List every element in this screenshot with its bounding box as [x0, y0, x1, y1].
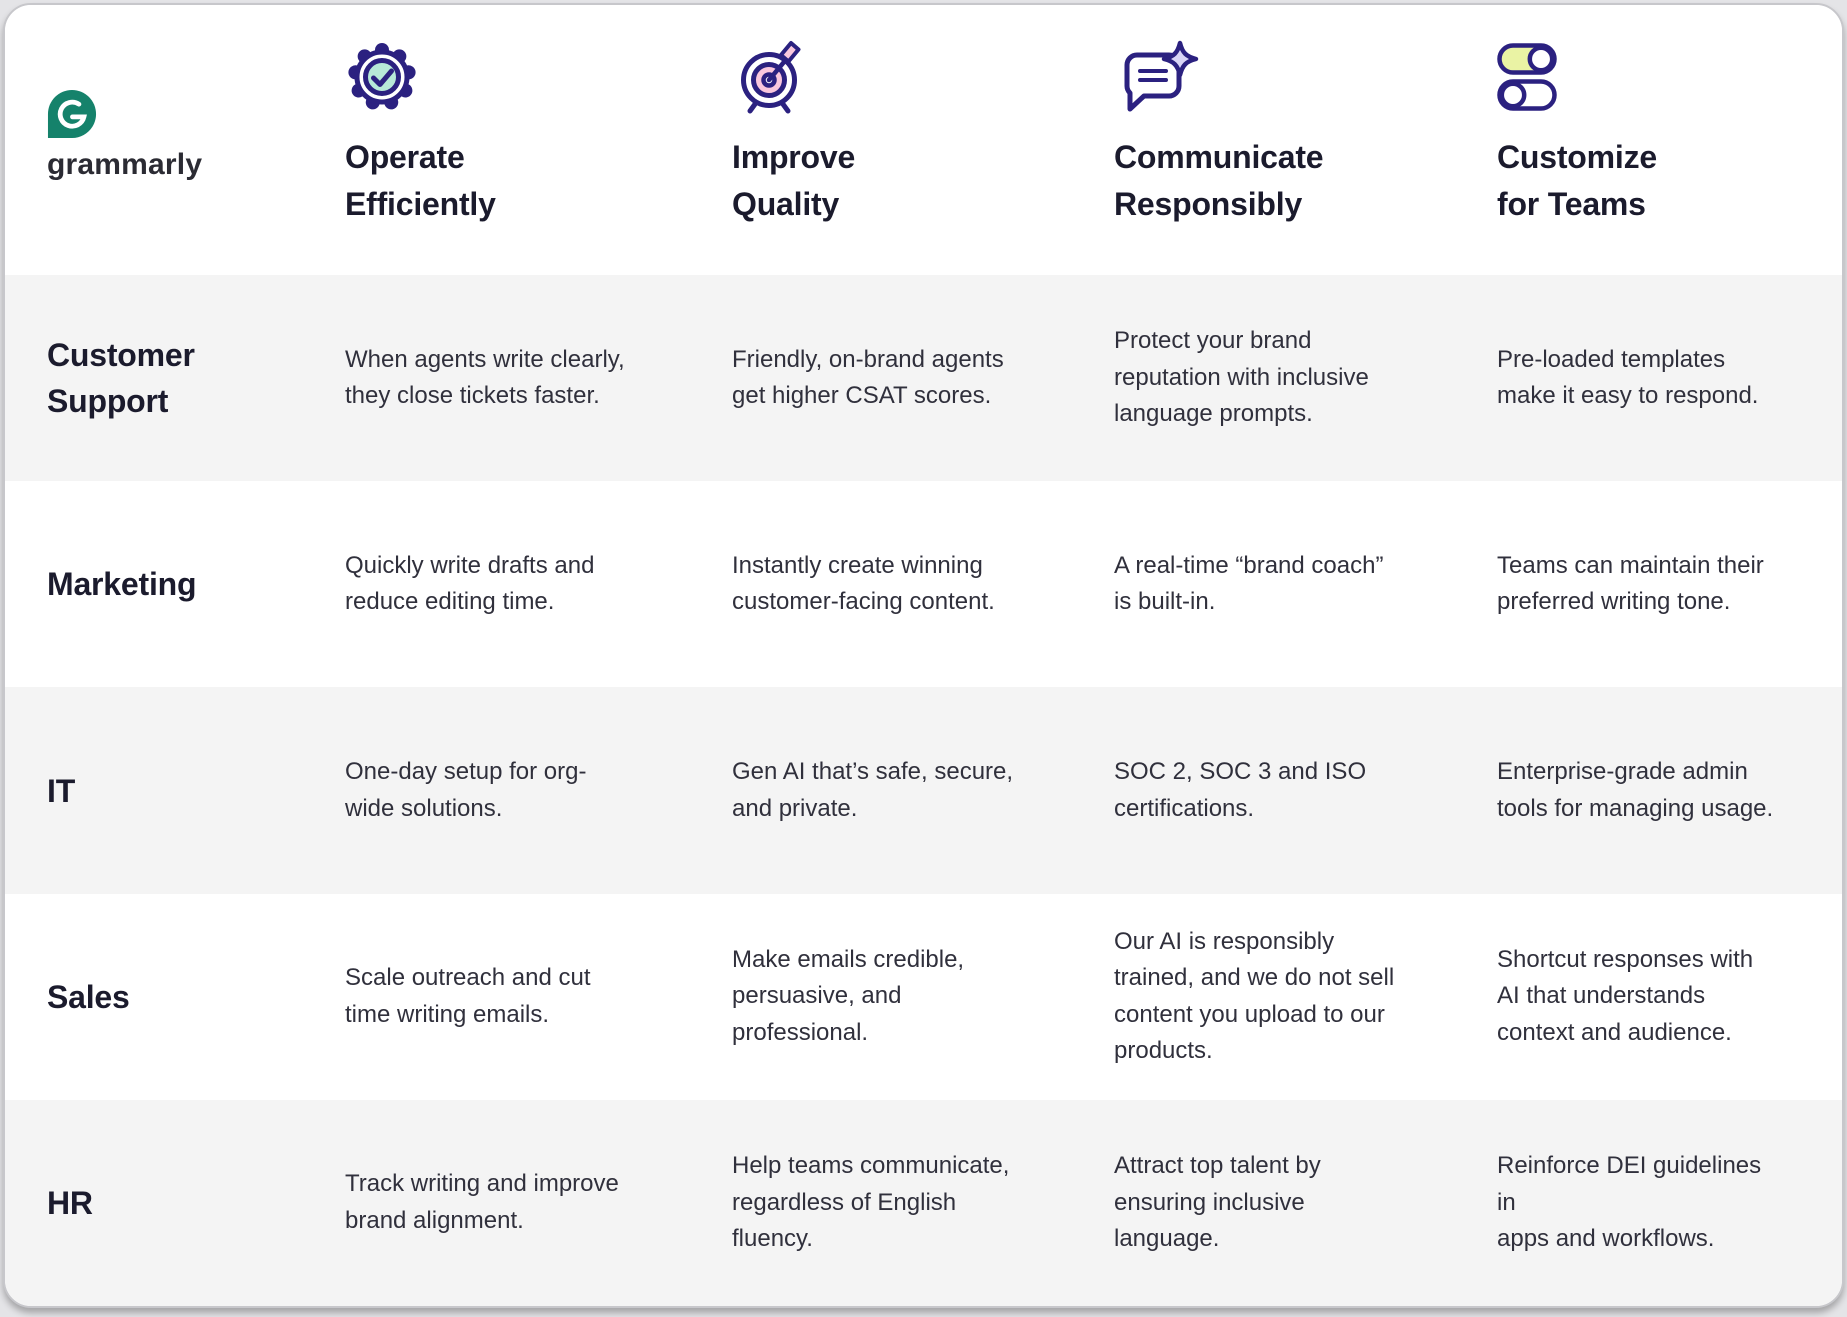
row-label: HR	[47, 1184, 93, 1221]
table-cell: Help teams communicate, regardless of En…	[732, 1152, 1010, 1253]
row-label: Customer Support	[47, 337, 195, 420]
table-cell: Protect your brand reputation with inclu…	[1114, 327, 1369, 428]
table-cell: One-day setup for org- wide solutions.	[345, 758, 587, 822]
row-label: Marketing	[47, 566, 197, 603]
table-cell: Quickly write drafts and reduce editing …	[345, 551, 595, 616]
column-header-improve-quality: Improve Quality	[732, 5, 1114, 275]
column-title: Customize for Teams	[1497, 139, 1657, 222]
comparison-table: grammarly	[3, 3, 1844, 1308]
chat-sparkle-icon	[1124, 40, 1199, 112]
table-cell: Scale outreach and cut time writing emai…	[345, 964, 591, 1028]
table-cell: Friendly, on-brand agents get higher CSA…	[732, 345, 1004, 410]
target-dart-icon	[741, 41, 801, 114]
table-row-hr: HR Track writing and improve brand align…	[5, 1099, 1842, 1306]
table-cell: SOC 2, SOC 3 and ISO certifications.	[1114, 758, 1367, 822]
column-header-customize-for-teams: Customize for Teams	[1497, 5, 1812, 275]
column-header-operate-efficiently: Operate Efficiently	[345, 5, 732, 275]
table-cell: Make emails credible, persuasive, and pr…	[732, 945, 965, 1046]
column-title: Communicate Responsibly	[1114, 139, 1324, 222]
table-cell: Track writing and improve brand alignmen…	[345, 1170, 619, 1234]
grammarly-g-icon	[47, 89, 97, 139]
table-cell: Shortcut responses with AI that understa…	[1497, 945, 1754, 1046]
table-cell: Instantly create winning customer-facing…	[732, 551, 995, 616]
table-row-marketing: Marketing Quickly write drafts and reduc…	[5, 481, 1842, 687]
table-cell: Pre-loaded templates make it easy to res…	[1497, 345, 1759, 410]
table-row-customer-support: Customer Support When agents write clear…	[5, 275, 1842, 482]
table-cell: When agents write clearly, they close ti…	[345, 345, 625, 410]
toggle-switches-icon	[1497, 43, 1557, 111]
table-cell: Teams can maintain their preferred writi…	[1497, 551, 1764, 616]
table-cell: A real-time “brand coach” is built-in.	[1114, 551, 1384, 616]
table-cell: Reinforce DEI guidelines in apps and wor…	[1497, 1152, 1762, 1253]
table-row-sales: Sales Scale outreach and cut time writin…	[5, 894, 1842, 1100]
row-label: IT	[47, 772, 76, 809]
table-cell: Our AI is responsibly trained, and we do…	[1114, 927, 1395, 1065]
logo-cell: grammarly	[47, 5, 345, 275]
table-cell: Enterprise-grade admin tools for managin…	[1497, 758, 1774, 822]
row-label: Sales	[47, 978, 130, 1015]
grammarly-wordmark: grammarly	[47, 148, 203, 181]
column-title: Improve Quality	[732, 139, 856, 222]
table-row-it: IT One-day setup for org- wide solutions…	[5, 687, 1842, 894]
table-cell: Attract top talent by ensuring inclusive…	[1114, 1152, 1321, 1253]
column-header-communicate-responsibly: Communicate Responsibly	[1114, 5, 1497, 275]
gear-check-icon	[348, 43, 416, 110]
table-cell: Gen AI that’s safe, secure, and private.	[732, 758, 1014, 822]
column-title: Operate Efficiently	[345, 139, 496, 222]
table-header: grammarly	[5, 5, 1842, 275]
